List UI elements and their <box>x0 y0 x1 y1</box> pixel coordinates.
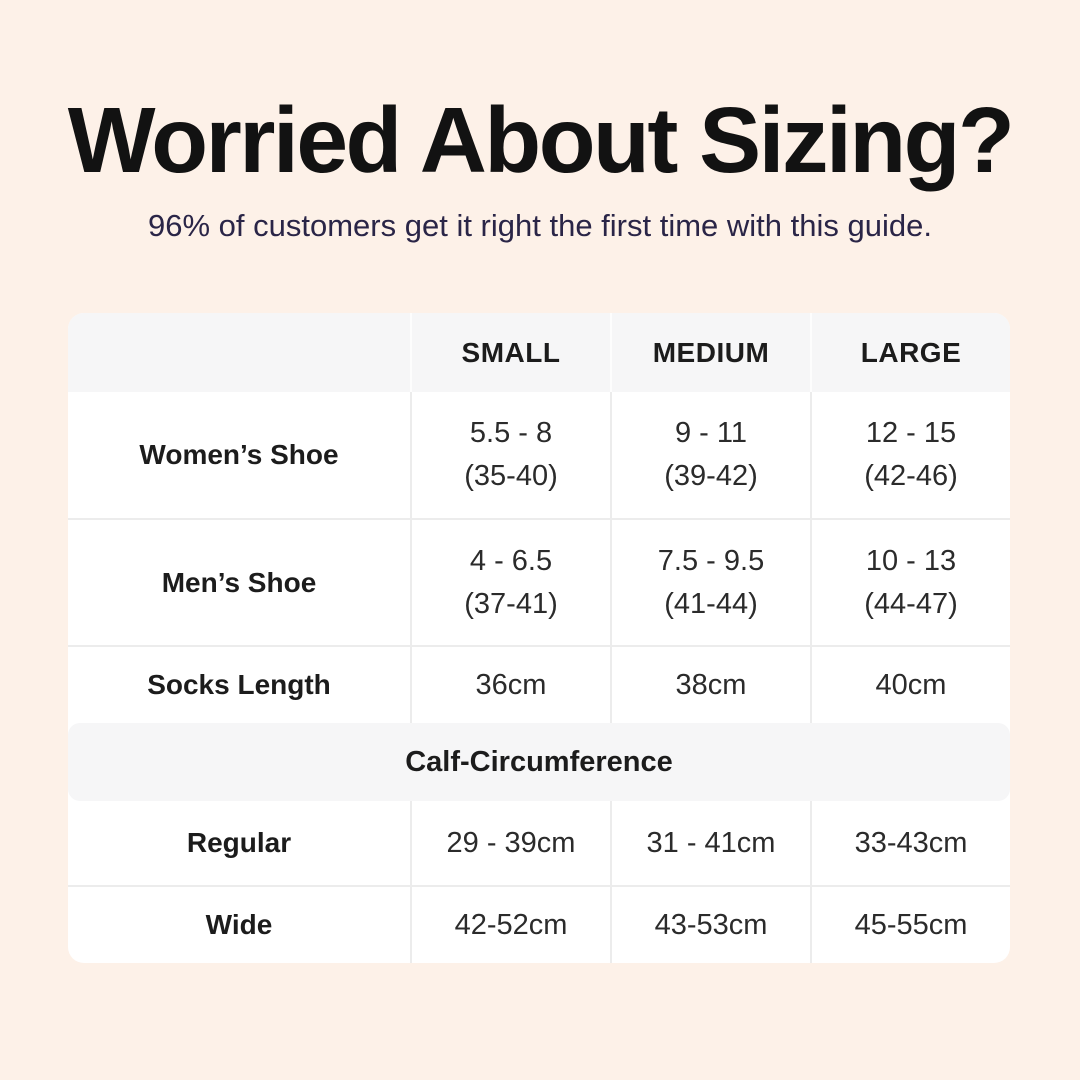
row-label: Socks Length <box>147 669 331 701</box>
cell-small: 42-52cm <box>410 887 610 963</box>
table-row-womens-shoe: Women’s Shoe 5.5 - 8 (35-40) 9 - 11 (39-… <box>68 392 1010 518</box>
cell-small: 5.5 - 8 (35-40) <box>410 392 610 518</box>
cell-medium: 38cm <box>610 647 810 723</box>
header-cell-blank <box>68 313 410 392</box>
page-title: Worried About Sizing? <box>67 88 1015 192</box>
row-label: Women’s Shoe <box>139 439 339 471</box>
row-label: Men’s Shoe <box>161 566 317 598</box>
header-cell-large: LARGE <box>810 313 1010 392</box>
calf-circumference-section-header: Calf-Circumference <box>68 723 1010 801</box>
cell-medium: 7.5 - 9.5 (41-44) <box>610 520 810 645</box>
header-cell-medium: MEDIUM <box>610 313 810 392</box>
cell-line-1: 4 - 6.5 <box>469 544 553 577</box>
table-row-regular: Regular 29 - 39cm 31 - 41cm 33-43cm <box>68 801 1010 885</box>
cell-small: 36cm <box>410 647 610 723</box>
cell-small: 4 - 6.5 (37-41) <box>410 520 610 645</box>
cell-large: 33-43cm <box>810 801 1010 885</box>
cell-line-2: (44-47) <box>864 587 958 620</box>
row-label: Regular <box>186 827 292 859</box>
cell-line-2: (42-46) <box>864 460 958 492</box>
table-row-wide: Wide 42-52cm 43-53cm 45-55cm <box>68 885 1010 963</box>
cell-line-1: 43-53cm <box>654 908 768 941</box>
cell-large: 12 - 15 (42-46) <box>810 392 1010 518</box>
cell-line-2: (37-41) <box>464 587 558 620</box>
table-header-row: SMALL MEDIUM LARGE <box>68 313 1010 392</box>
cell-line-1: 10 - 13 <box>865 544 957 577</box>
cell-line-2: (35-40) <box>464 460 558 492</box>
cell-line-1: 5.5 - 8 <box>469 417 553 450</box>
table-row-socks-length: Socks Length 36cm 38cm 40cm <box>68 645 1010 723</box>
cell-line-1: 9 - 11 <box>674 417 747 450</box>
cell-large: 10 - 13 (44-47) <box>810 520 1010 645</box>
cell-line-1: 42-52cm <box>454 908 568 941</box>
cell-large: 40cm <box>810 647 1010 723</box>
row-label: Wide <box>205 909 273 941</box>
cell-medium: 9 - 11 (39-42) <box>610 392 810 518</box>
cell-line-1: 45-55cm <box>854 908 968 941</box>
cell-medium: 43-53cm <box>610 887 810 963</box>
cell-line-1: 36cm <box>475 668 547 701</box>
cell-small: 29 - 39cm <box>410 801 610 885</box>
cell-line-2: (39-42) <box>664 460 758 492</box>
cell-line-1: 12 - 15 <box>865 417 957 450</box>
cell-line-1: 7.5 - 9.5 <box>657 544 765 577</box>
cell-line-1: 29 - 39cm <box>446 826 576 859</box>
cell-line-1: 31 - 41cm <box>646 826 776 859</box>
cell-line-1: 38cm <box>675 668 747 701</box>
page-subtitle: 96% of customers get it right the first … <box>148 208 932 243</box>
cell-large: 45-55cm <box>810 887 1010 963</box>
cell-line-1: 33-43cm <box>854 826 968 859</box>
header-cell-small: SMALL <box>410 313 610 392</box>
table-row-mens-shoe: Men’s Shoe 4 - 6.5 (37-41) 7.5 - 9.5 (41… <box>68 518 1010 645</box>
cell-medium: 31 - 41cm <box>610 801 810 885</box>
cell-line-2: (41-44) <box>664 587 758 620</box>
size-table: SMALL MEDIUM LARGE Women’s Shoe 5.5 - 8 … <box>68 313 1010 963</box>
cell-line-1: 40cm <box>875 668 947 701</box>
